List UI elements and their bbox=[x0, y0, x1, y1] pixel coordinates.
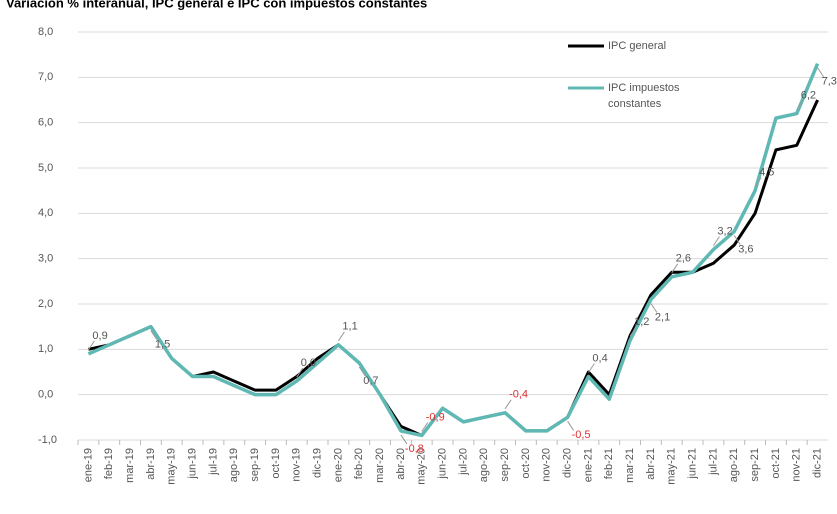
x-tick-label: abr-19 bbox=[145, 448, 157, 480]
x-tick-label: jul-21 bbox=[707, 448, 719, 476]
x-tick-label: ene-21 bbox=[582, 448, 594, 482]
x-tick-label: jun-19 bbox=[186, 448, 198, 480]
x-tick-label: jun-21 bbox=[686, 448, 698, 480]
x-tick-label: abr-20 bbox=[395, 448, 407, 480]
label-leader bbox=[733, 235, 741, 245]
data-label: 6,2 bbox=[801, 90, 816, 102]
data-label: 0,0 bbox=[301, 357, 316, 369]
label-leader bbox=[629, 326, 637, 337]
x-tick-label: feb-21 bbox=[603, 448, 615, 479]
data-label: 4,5 bbox=[759, 167, 774, 179]
data-label: 0,7 bbox=[363, 375, 378, 387]
label-leader bbox=[796, 100, 804, 110]
x-tick-label: ene-20 bbox=[332, 448, 344, 482]
label-leader bbox=[338, 331, 345, 342]
x-tick-label: abr-21 bbox=[645, 448, 657, 480]
label-leader bbox=[504, 399, 512, 410]
x-tick-label: ago-19 bbox=[228, 448, 240, 482]
data-label: -0,9 bbox=[426, 411, 445, 423]
label-leader bbox=[567, 421, 574, 431]
x-tick-label: nov-21 bbox=[791, 448, 803, 482]
y-tick-label: 7,0 bbox=[38, 71, 53, 83]
data-label: 1,1 bbox=[342, 321, 357, 333]
label-leader bbox=[671, 263, 679, 274]
label-leader bbox=[296, 367, 304, 378]
data-label: -0,5 bbox=[572, 429, 591, 441]
x-tick-label: feb-19 bbox=[103, 448, 115, 479]
x-tick-label: dic-19 bbox=[311, 448, 323, 478]
data-label: 2,1 bbox=[655, 311, 670, 323]
x-tick-label: nov-20 bbox=[541, 448, 553, 482]
x-tick-label: sep-20 bbox=[499, 448, 511, 482]
x-tick-label: ene-19 bbox=[82, 448, 94, 482]
x-tick-label: oct-20 bbox=[520, 448, 532, 479]
x-tick-label: nov-19 bbox=[291, 448, 303, 482]
x-tick-label: may-21 bbox=[666, 448, 678, 485]
label-leader bbox=[754, 177, 762, 187]
y-tick-label: 0,0 bbox=[38, 389, 53, 401]
x-tick-label: dic-20 bbox=[561, 448, 573, 478]
y-tick-label: -1,0 bbox=[38, 434, 57, 446]
y-tick-label: 5,0 bbox=[38, 162, 53, 174]
data-label: 1,2 bbox=[634, 316, 649, 328]
data-label: -0,4 bbox=[509, 389, 528, 401]
x-tick-label: ago-21 bbox=[728, 448, 740, 482]
y-tick-label: 6,0 bbox=[38, 117, 53, 129]
x-tick-label: oct-19 bbox=[270, 448, 282, 479]
x-tick-label: dic-21 bbox=[811, 448, 823, 478]
series-line bbox=[87, 63, 820, 438]
x-tick-label: jul-20 bbox=[457, 448, 469, 476]
legend-label: IPC impuestos constantes bbox=[608, 82, 680, 110]
y-tick-label: 3,0 bbox=[38, 253, 53, 265]
data-label: 0,9 bbox=[92, 330, 107, 342]
label-leader bbox=[713, 236, 720, 246]
y-tick-label: 1,0 bbox=[38, 343, 53, 355]
legend-label: IPC general bbox=[608, 40, 667, 52]
x-tick-label: oct-21 bbox=[770, 448, 782, 479]
data-label: 3,2 bbox=[717, 226, 732, 238]
label-leader bbox=[150, 330, 158, 340]
series-line bbox=[88, 99, 819, 437]
data-label: 1,5 bbox=[155, 339, 170, 351]
y-tick-label: 2,0 bbox=[38, 298, 53, 310]
label-leader bbox=[650, 303, 658, 313]
x-tick-label: mar-20 bbox=[374, 448, 386, 483]
x-tick-label: ago-20 bbox=[478, 448, 490, 482]
x-tick-label: jun-20 bbox=[436, 448, 448, 480]
label-leader bbox=[400, 434, 408, 445]
x-tick-label: mar-21 bbox=[624, 448, 636, 483]
x-tick-label: feb-20 bbox=[353, 448, 365, 479]
x-tick-label: sep-21 bbox=[749, 448, 761, 482]
label-leader bbox=[88, 340, 95, 351]
label-leader bbox=[421, 422, 429, 432]
data-label: -0,8 bbox=[405, 443, 424, 455]
y-tick-label: 4,0 bbox=[38, 207, 53, 219]
y-tick-label: 8,0 bbox=[38, 26, 53, 38]
x-tick-label: jul-19 bbox=[207, 448, 219, 476]
label-leader bbox=[588, 363, 595, 373]
label-leader bbox=[358, 366, 366, 377]
data-label: 2,6 bbox=[676, 253, 691, 265]
x-tick-label: may-20 bbox=[416, 448, 428, 485]
data-label: 7,3 bbox=[822, 76, 837, 88]
data-label: 3,6 bbox=[738, 243, 753, 255]
x-tick-label: sep-19 bbox=[249, 448, 261, 482]
x-tick-label: may-19 bbox=[166, 448, 178, 485]
chart-title: Variación % interanual, IPC general e IP… bbox=[6, 0, 427, 10]
x-tick-label: mar-19 bbox=[124, 448, 136, 483]
data-label: 0,4 bbox=[592, 352, 607, 364]
label-leader bbox=[817, 67, 824, 78]
